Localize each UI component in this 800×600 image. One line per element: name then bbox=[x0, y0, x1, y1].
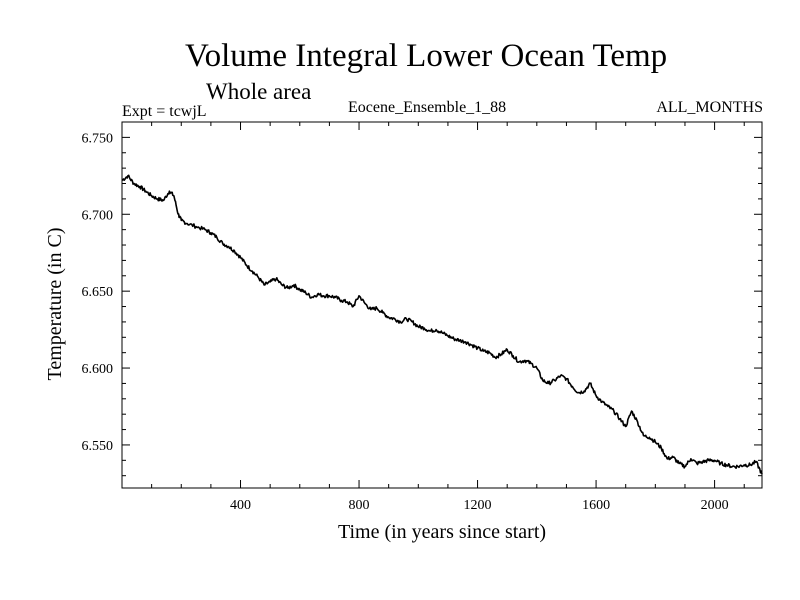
y-tick-label: 6.700 bbox=[82, 208, 114, 223]
chart-title: Volume Integral Lower Ocean Temp bbox=[185, 38, 668, 74]
plot-frame bbox=[121, 121, 763, 489]
months-label: ALL_MONTHS bbox=[656, 99, 763, 116]
experiment-label: Expt = tcwjL bbox=[122, 103, 207, 120]
y-tick-label: 6.750 bbox=[82, 131, 114, 146]
y-tick-label: 6.600 bbox=[82, 362, 114, 377]
x-tick-label: 400 bbox=[230, 498, 251, 513]
axis-ticks bbox=[122, 121, 762, 488]
series-line bbox=[121, 174, 763, 475]
tick-labels: 400 800 1200 1600 2000 6.550 6.600 6.650 6.700 6.… bbox=[82, 131, 729, 513]
y-tick-label: 6.550 bbox=[82, 439, 114, 454]
x-tick-label: 800 bbox=[349, 498, 370, 513]
x-tick-label: 1600 bbox=[582, 498, 610, 513]
ensemble-label: Eocene_Ensemble_1_88 bbox=[348, 99, 507, 116]
x-tick-label: 1200 bbox=[464, 498, 492, 513]
x-tick-label: 2000 bbox=[701, 498, 729, 513]
chart-subtitle: Whole area bbox=[206, 79, 312, 104]
y-tick-label: 6.650 bbox=[82, 285, 114, 300]
x-axis-label: Time (in years since start) bbox=[337, 521, 547, 543]
